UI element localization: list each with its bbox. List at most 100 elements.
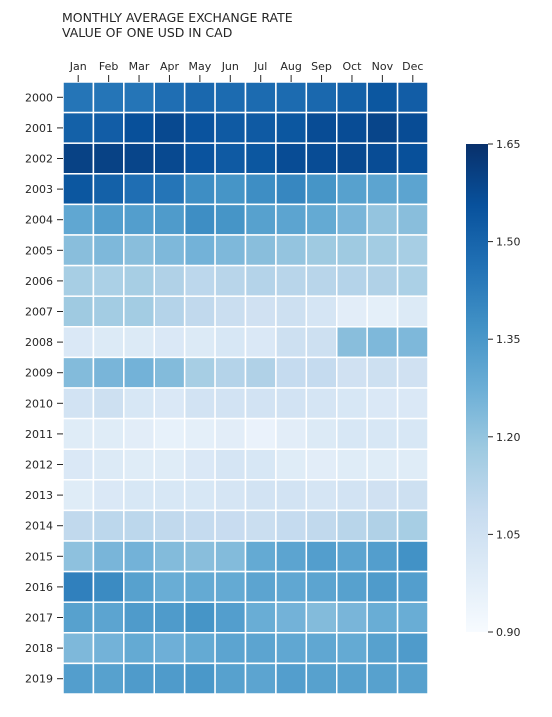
heatmap-cell [214, 417, 247, 450]
year-label: 2003 [25, 183, 53, 196]
heatmap-cell [92, 173, 125, 206]
heatmap-cell [153, 356, 186, 389]
heatmap-cell [366, 356, 399, 389]
heatmap-cell [275, 540, 308, 573]
month-label: Oct [342, 60, 362, 73]
heatmap-cell [62, 326, 95, 359]
heatmap-cell [275, 203, 308, 236]
heatmap-cells [62, 81, 429, 695]
heatmap-cell [244, 479, 277, 512]
heatmap-cell [396, 234, 429, 267]
heatmap-cell [92, 601, 125, 634]
year-label: 2008 [25, 336, 53, 349]
heatmap-cell [305, 417, 338, 450]
heatmap-cell [62, 264, 95, 297]
heatmap-cell [214, 448, 247, 481]
heatmap-cell [92, 387, 125, 420]
heatmap-cell [92, 540, 125, 573]
heatmap-cell [336, 81, 368, 114]
year-label: 2014 [25, 520, 53, 533]
heatmap-cell [396, 173, 429, 206]
heatmap-cell [183, 479, 216, 512]
heatmap-cell [214, 387, 247, 420]
heatmap-cell [183, 264, 216, 297]
heatmap-cell [92, 479, 125, 512]
heatmap-cell [305, 448, 338, 481]
heatmap-cell [62, 111, 95, 144]
heatmap-cell [244, 326, 277, 359]
heatmap-cell [62, 601, 95, 634]
heatmap-cell [366, 234, 399, 267]
heatmap-cell [366, 111, 399, 144]
heatmap-cell [305, 662, 338, 695]
heatmap-cell [214, 264, 247, 297]
heatmap-cell [305, 234, 338, 267]
heatmap-cell [305, 387, 338, 420]
heatmap-cell [336, 570, 368, 603]
heatmap-cell [366, 570, 399, 603]
heatmap-cell [153, 570, 186, 603]
heatmap-cell [214, 509, 247, 542]
heatmap-cell [123, 356, 156, 389]
heatmap-cell [62, 295, 95, 328]
heatmap-cell [396, 326, 429, 359]
heatmap-cell [336, 234, 368, 267]
heatmap-cell [92, 264, 125, 297]
heatmap-cell [244, 295, 277, 328]
heatmap-cell [62, 234, 95, 267]
heatmap-cell [183, 387, 216, 420]
heatmap-cell [183, 632, 216, 665]
heatmap-cell [336, 540, 368, 573]
heatmap-cell [336, 326, 368, 359]
heatmap-cell [366, 509, 399, 542]
heatmap-cell [305, 111, 338, 144]
heatmap-cell [244, 632, 277, 665]
month-label: Dec [402, 60, 423, 73]
year-label: 2004 [25, 214, 53, 227]
heatmap-cell [275, 264, 308, 297]
heatmap-cell [153, 662, 186, 695]
heatmap-cell [366, 326, 399, 359]
heatmap-cell [305, 509, 338, 542]
heatmap-cell [153, 142, 186, 175]
heatmap-cell [244, 264, 277, 297]
heatmap-cell [396, 570, 429, 603]
heatmap-cell [336, 356, 368, 389]
year-labels: 2000 2001 2002 2003 2004 2005 2006 2007 2008 2009… [25, 91, 63, 686]
month-label: Aug [280, 60, 301, 73]
month-label: Jul [253, 60, 267, 73]
heatmap-cell [366, 601, 399, 634]
heatmap-cell [62, 662, 95, 695]
heatmap-cell [214, 173, 247, 206]
heatmap-cell [183, 570, 216, 603]
heatmap-cell [305, 326, 338, 359]
heatmap-cell [396, 356, 429, 389]
heatmap-cell [183, 417, 216, 450]
heatmap-cell [123, 417, 156, 450]
heatmap-cell [92, 417, 125, 450]
year-label: 2013 [25, 489, 53, 502]
heatmap-cell [92, 570, 125, 603]
heatmap-cell [153, 326, 186, 359]
heatmap-cell [366, 203, 399, 236]
colorbar-tick-label: 0.90 [496, 626, 521, 639]
heatmap-cell [153, 509, 186, 542]
month-label: Feb [99, 60, 118, 73]
heatmap-cell [244, 111, 277, 144]
heatmap-cell [366, 295, 399, 328]
heatmap-cell [305, 81, 338, 114]
heatmap-cell [62, 356, 95, 389]
heatmap-cell [153, 295, 186, 328]
heatmap-cell [183, 662, 216, 695]
heatmap-cell [336, 632, 368, 665]
heatmap-cell [62, 387, 95, 420]
heatmap-cell [366, 632, 399, 665]
heatmap-cell [336, 448, 368, 481]
month-labels: Jan Feb Mar Apr May Jun Jul Aug Sep Oct Nov Dec [69, 60, 423, 82]
month-label: Apr [160, 60, 180, 73]
heatmap-cell [366, 173, 399, 206]
heatmap-cell [92, 111, 125, 144]
heatmap-cell [214, 662, 247, 695]
heatmap-cell [183, 540, 216, 573]
